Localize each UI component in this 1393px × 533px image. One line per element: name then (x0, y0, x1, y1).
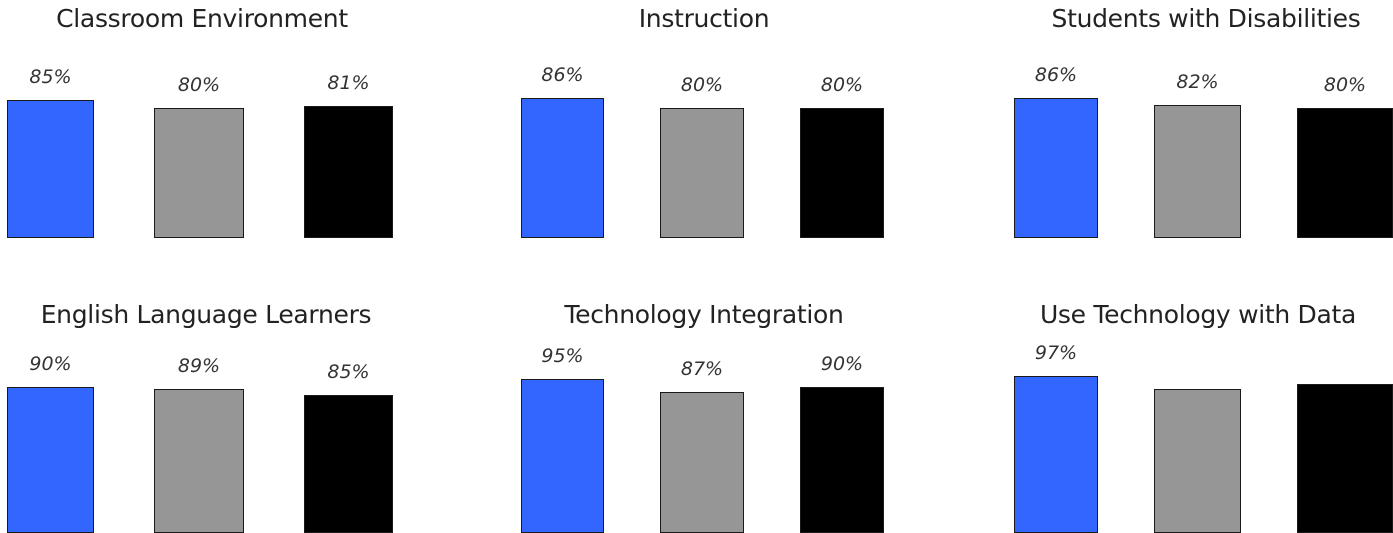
bar-value-label: 87% (680, 357, 724, 380)
bar (660, 391, 744, 533)
chart-title: Students with Disabilities (1051, 4, 1361, 33)
bar-value-label: 80% (1323, 74, 1367, 96)
bar (521, 379, 604, 533)
bar (304, 395, 393, 533)
bar-value-label: 90% (820, 353, 864, 375)
bar (800, 108, 884, 238)
bar-value-label: 95% (541, 345, 584, 367)
chart-title: Use Technology with Data (1039, 300, 1357, 329)
chart-title: Technology Integration (564, 300, 844, 329)
bar-value-label: 82% (1176, 70, 1219, 93)
bar-value-label: 89% (177, 354, 221, 377)
bar-value-label: 80% (680, 74, 724, 96)
bar (7, 387, 94, 533)
bar (1154, 388, 1241, 533)
bar-value-label: 90% (29, 353, 72, 375)
bar (1014, 98, 1098, 238)
bar (1154, 104, 1241, 238)
bar-value-label: 80% (177, 74, 221, 96)
bar-value-label: 85% (29, 66, 72, 88)
bar (1014, 375, 1098, 533)
bar (304, 106, 393, 238)
bar (1297, 108, 1393, 238)
chart-title: English Language Learners (40, 300, 372, 329)
bar (154, 388, 244, 533)
bar (800, 387, 884, 533)
bar (521, 98, 604, 238)
chart-title: Instruction (638, 4, 770, 33)
bar (154, 108, 244, 238)
bar (1297, 383, 1393, 533)
bar-value-label: 80% (820, 74, 864, 96)
chart-title: Classroom Environment (56, 4, 348, 33)
bar-value-label: 85% (327, 361, 370, 383)
bar-value-label: 81% (327, 72, 370, 95)
bar-value-label: 97% (1034, 341, 1078, 364)
bar-value-label: 86% (541, 64, 584, 87)
bar-value-label: 86% (1034, 64, 1078, 87)
bar (660, 108, 744, 238)
bar (7, 100, 94, 238)
